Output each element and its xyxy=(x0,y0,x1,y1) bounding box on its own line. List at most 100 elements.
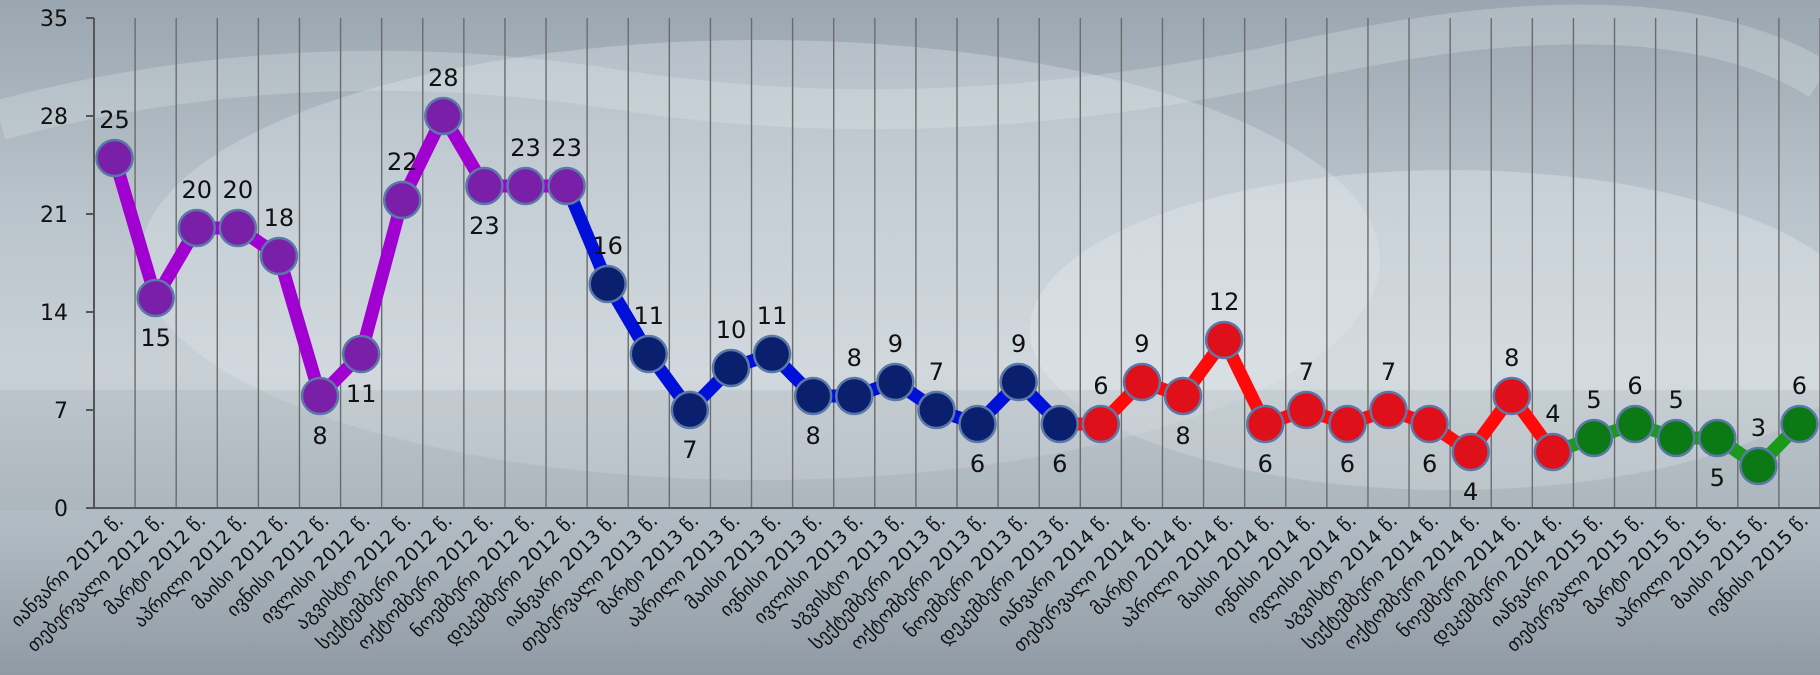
data-label: 6 xyxy=(1052,450,1067,478)
data-label: 23 xyxy=(469,212,500,240)
y-tick-label: 21 xyxy=(40,203,68,228)
data-point xyxy=(1698,418,1737,458)
grid xyxy=(93,18,1820,508)
y-tick-label: 0 xyxy=(54,497,68,522)
data-point xyxy=(259,236,299,276)
data-label: 15 xyxy=(140,324,171,352)
data-label: 18 xyxy=(264,204,295,232)
data-point xyxy=(999,362,1038,402)
data-point xyxy=(506,166,545,206)
data-label: 6 xyxy=(1792,372,1807,400)
data-point xyxy=(1287,390,1326,430)
data-label: 23 xyxy=(551,134,582,162)
data-point xyxy=(1739,446,1778,486)
data-label: 5 xyxy=(1710,464,1725,492)
data-label: 6 xyxy=(1093,372,1108,400)
data-label: 8 xyxy=(1175,422,1190,450)
data-point xyxy=(136,278,175,318)
data-label: 8 xyxy=(312,422,327,450)
data-point xyxy=(1533,432,1573,472)
data-label: 6 xyxy=(970,450,985,478)
data-label: 25 xyxy=(99,106,130,134)
data-label: 6 xyxy=(1422,450,1437,478)
data-label: 28 xyxy=(428,64,459,92)
data-point xyxy=(1451,432,1490,472)
data-point xyxy=(876,362,915,402)
data-point xyxy=(629,334,669,374)
data-label: 6 xyxy=(1627,372,1642,400)
data-point xyxy=(424,96,463,136)
y-tick-labels: 0 7 14 21 28 35 xyxy=(40,7,68,522)
data-point xyxy=(465,166,504,206)
data-point xyxy=(95,138,134,178)
data-point xyxy=(588,264,627,304)
data-label: 4 xyxy=(1545,400,1560,428)
data-point xyxy=(752,334,792,374)
series-line-segment xyxy=(272,249,327,403)
series-markers xyxy=(95,96,1819,486)
data-label: 7 xyxy=(929,358,944,386)
data-label: 11 xyxy=(346,380,377,408)
data-label: 7 xyxy=(682,436,697,464)
x-tick-labels: იანვარი 2012 წ.თებერვალი 2012 წ.მარტი 20… xyxy=(6,510,1813,657)
data-label: 6 xyxy=(1258,450,1273,478)
data-label: 7 xyxy=(1299,358,1314,386)
data-label: 5 xyxy=(1586,386,1601,414)
data-label: 10 xyxy=(716,316,747,344)
data-point xyxy=(711,348,751,388)
data-point xyxy=(1369,390,1408,430)
data-label: 20 xyxy=(223,176,254,204)
data-point xyxy=(1163,376,1203,416)
y-tick-label: 28 xyxy=(40,105,68,130)
data-label: 12 xyxy=(1209,288,1240,316)
data-point xyxy=(1615,404,1655,444)
data-label: 8 xyxy=(806,422,821,450)
data-point xyxy=(958,404,997,444)
data-point xyxy=(1328,404,1367,444)
data-point xyxy=(382,180,422,220)
data-label: 8 xyxy=(1504,344,1519,372)
data-point xyxy=(793,376,833,416)
data-point xyxy=(1410,404,1449,444)
data-point xyxy=(177,208,216,248)
data-label: 8 xyxy=(847,344,862,372)
data-label: 6 xyxy=(1340,450,1355,478)
data-label: 11 xyxy=(634,302,665,330)
y-tick-label: 14 xyxy=(40,301,68,326)
data-label: 9 xyxy=(1011,330,1026,358)
data-label: 4 xyxy=(1463,478,1478,506)
data-label: 11 xyxy=(757,302,788,330)
data-point xyxy=(1656,418,1696,458)
data-label: 9 xyxy=(888,330,903,358)
data-point xyxy=(1122,362,1162,402)
data-point xyxy=(1040,404,1079,444)
data-label: 16 xyxy=(592,232,623,260)
data-point xyxy=(1574,418,1614,458)
series-line-segment xyxy=(354,193,409,361)
data-point xyxy=(1780,404,1819,444)
axes xyxy=(86,17,1820,509)
data-label: 5 xyxy=(1669,386,1684,414)
data-point xyxy=(1492,376,1532,416)
data-point xyxy=(341,334,381,374)
y-tick-label: 35 xyxy=(40,7,68,32)
data-label: 23 xyxy=(510,134,541,162)
data-point xyxy=(1245,404,1285,444)
data-label: 20 xyxy=(181,176,212,204)
series-line-segment xyxy=(108,151,163,305)
data-label: 3 xyxy=(1751,414,1766,442)
y-tick-label: 7 xyxy=(54,399,68,424)
data-point xyxy=(300,376,340,416)
data-point xyxy=(218,208,258,248)
data-label: 9 xyxy=(1134,330,1149,358)
data-point xyxy=(1204,320,1244,360)
data-point xyxy=(1081,404,1121,444)
data-point xyxy=(917,390,956,430)
data-label: 22 xyxy=(387,148,418,176)
data-point xyxy=(835,376,874,416)
data-point xyxy=(547,166,586,206)
data-label: 7 xyxy=(1381,358,1396,386)
